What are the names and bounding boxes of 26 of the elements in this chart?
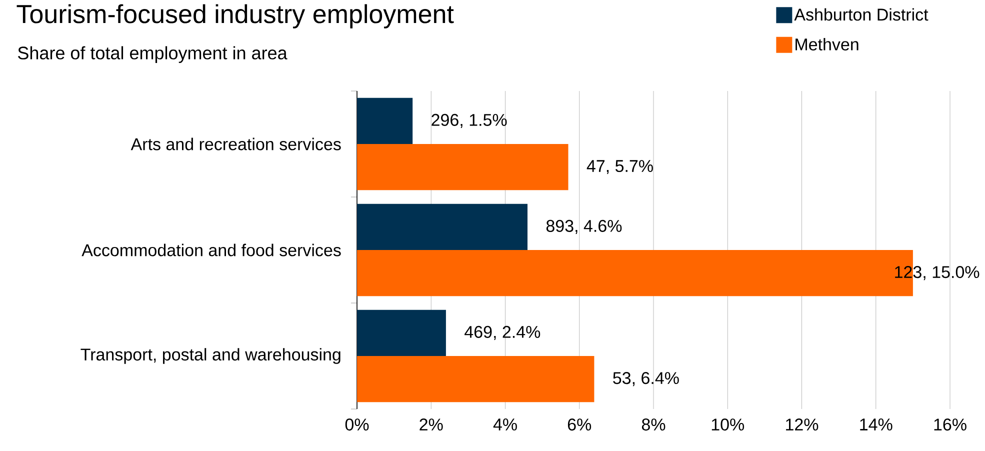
chart-title: Tourism-focused industry employment [16,4,454,28]
data-label: 47, 5.7% [586,160,653,174]
data-label: 469, 2.4% [464,326,540,340]
data-label: 53, 6.4% [613,372,679,386]
bar [357,356,594,402]
bar [357,204,528,250]
bar [357,98,413,144]
text: Share of total employment in area [18,46,288,63]
data-label: 893, 4.6% [546,220,622,234]
bar [357,310,446,356]
x-tick-label: 14% [860,418,892,430]
x-tick-label: 8% [642,418,666,431]
bar [357,144,568,190]
x-tick-label: 2% [420,418,443,430]
x-tick-label: 10% [712,418,744,431]
legend-label: Ashburton District [794,8,928,21]
x-tick-label: 6% [568,418,592,431]
x-tick-label: 0% [345,418,369,431]
legend-label: Methven [796,38,858,50]
x-tick-label: 4% [493,418,517,430]
y-tick-label: Arts and recreation services [130,138,341,150]
y-tick-label: Transport, postal and warehousing [80,348,340,364]
x-tick-label: 12% [786,418,818,430]
y-tick-label: Accommodation and food services [82,244,341,256]
x-tick-label: 16% [934,418,966,431]
data-label: 296, 1.5% [432,114,507,128]
